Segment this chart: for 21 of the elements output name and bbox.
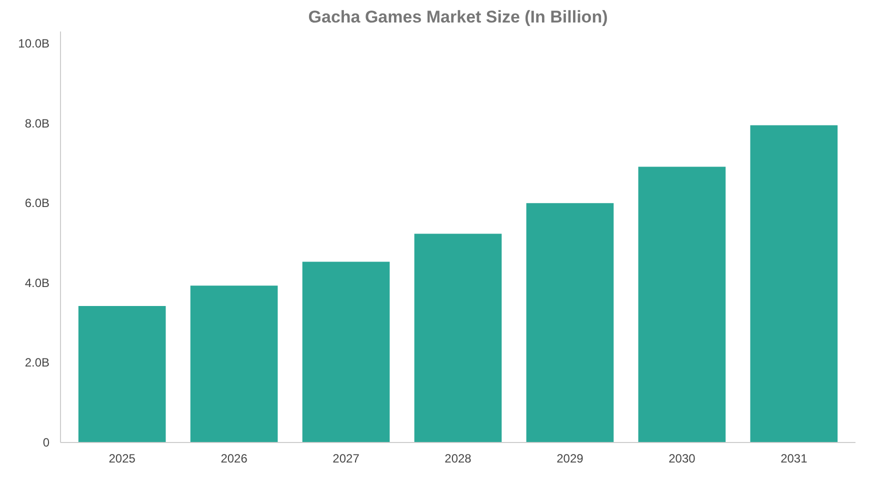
x-tick-label: 2028 xyxy=(444,452,472,466)
x-tick-label: 2031 xyxy=(780,452,808,466)
x-tick-label: 2026 xyxy=(220,452,248,466)
bar xyxy=(638,166,726,442)
y-tick-label: 10.0B xyxy=(18,36,50,50)
bar xyxy=(190,286,278,442)
bar xyxy=(526,203,614,442)
y-tick-label: 2.0B xyxy=(24,356,50,370)
y-tick-label: 0 xyxy=(42,436,50,450)
x-tick-label: 2027 xyxy=(332,452,360,466)
y-tick-label: 6.0B xyxy=(24,196,50,210)
y-tick-label: 4.0B xyxy=(24,276,50,290)
bar xyxy=(750,125,838,442)
x-tick-label: 2029 xyxy=(556,452,584,466)
bar xyxy=(78,306,166,442)
y-tick-label: 8.0B xyxy=(24,116,50,130)
x-tick-label: 2025 xyxy=(108,452,136,466)
x-tick-label: 2030 xyxy=(668,452,696,466)
bar xyxy=(302,262,390,442)
bar xyxy=(414,234,502,442)
chart-title: Gacha Games Market Size (In Billion) xyxy=(308,8,608,26)
